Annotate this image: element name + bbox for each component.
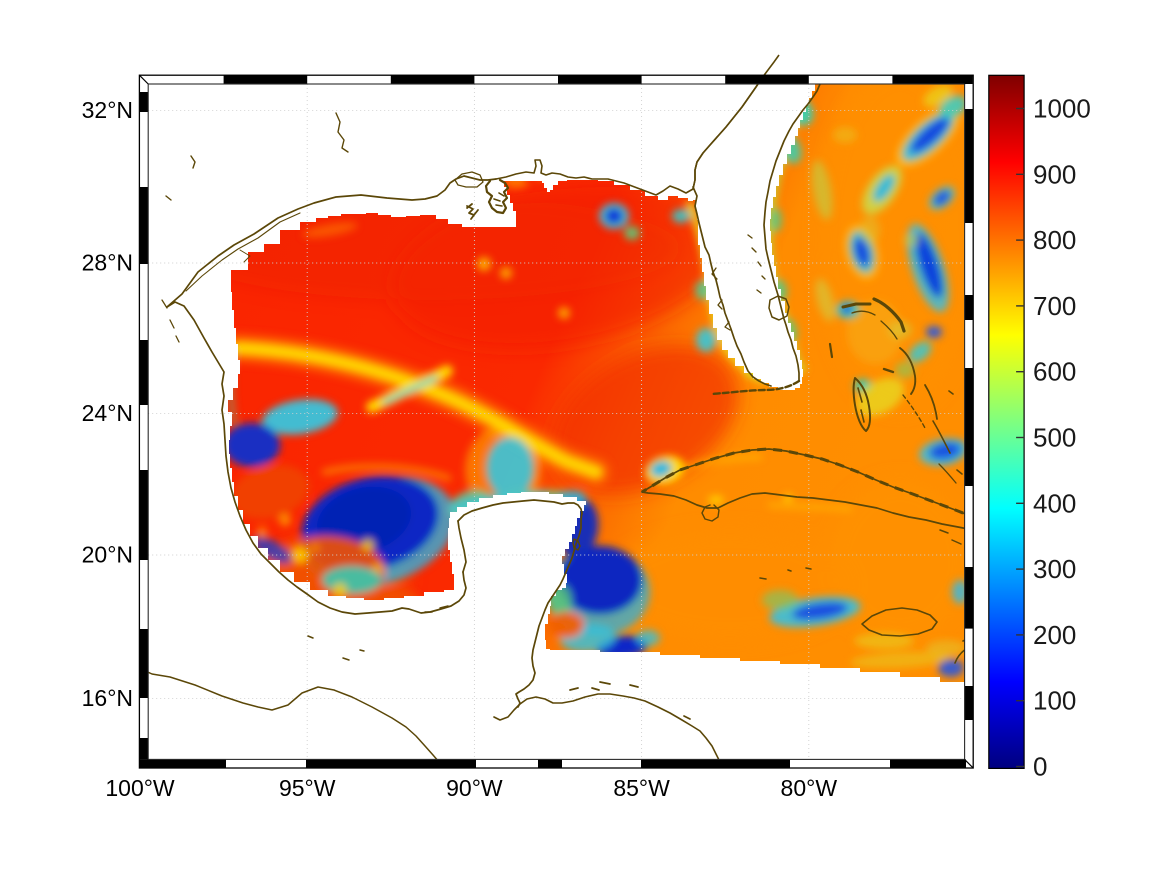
svg-text:300: 300: [1033, 554, 1076, 584]
svg-text:800: 800: [1033, 225, 1076, 255]
svg-text:32°N: 32°N: [82, 97, 133, 123]
svg-text:0: 0: [1033, 752, 1047, 782]
svg-text:80°W: 80°W: [781, 775, 838, 801]
svg-text:500: 500: [1033, 423, 1076, 453]
svg-text:900: 900: [1033, 159, 1076, 189]
svg-text:95°W: 95°W: [279, 775, 336, 801]
svg-text:85°W: 85°W: [613, 775, 670, 801]
svg-text:100°W: 100°W: [105, 775, 175, 801]
svg-text:200: 200: [1033, 620, 1076, 650]
svg-text:16°N: 16°N: [82, 685, 133, 711]
svg-text:20°N: 20°N: [82, 542, 133, 568]
svg-text:600: 600: [1033, 357, 1076, 387]
svg-text:100: 100: [1033, 686, 1076, 716]
svg-text:28°N: 28°N: [82, 250, 133, 276]
svg-text:24°N: 24°N: [82, 400, 133, 426]
svg-text:400: 400: [1033, 488, 1076, 518]
svg-text:700: 700: [1033, 291, 1076, 321]
svg-text:1000: 1000: [1033, 94, 1091, 124]
svg-text:90°W: 90°W: [446, 775, 503, 801]
